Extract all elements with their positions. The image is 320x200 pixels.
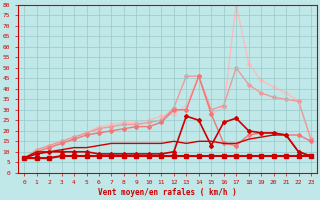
X-axis label: Vent moyen/en rafales ( km/h ): Vent moyen/en rafales ( km/h ) (98, 188, 237, 197)
